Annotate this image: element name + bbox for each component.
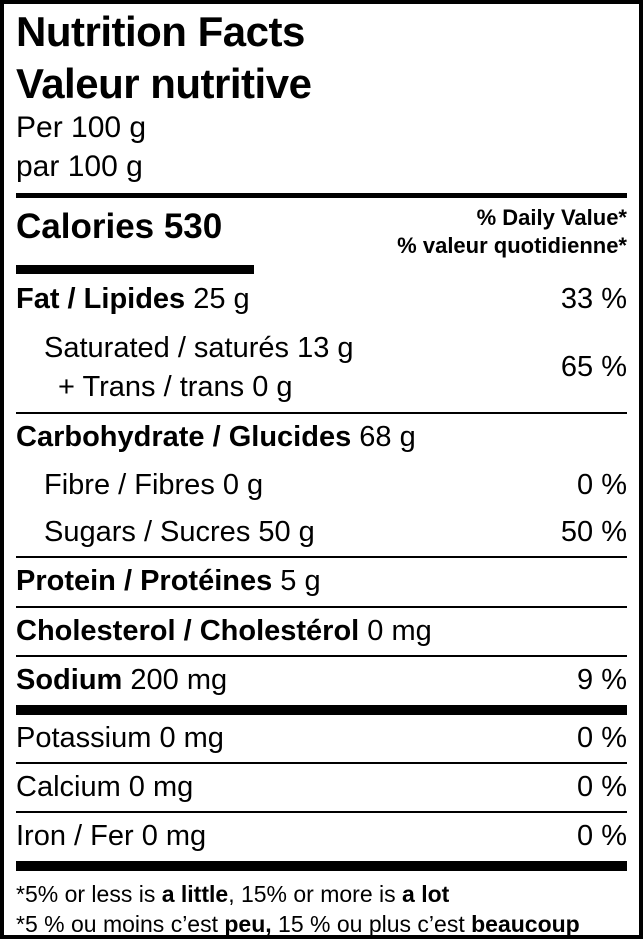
divider xyxy=(16,761,627,764)
footnote-emphasis: a little xyxy=(161,880,229,907)
nutrient-name-bold: Cholesterol / Cholestérol xyxy=(16,614,360,647)
nutrient-dv-sodium: 9 % xyxy=(577,664,627,697)
nutrient-row-fibre: Fibre / Fibres 0 g 0 % xyxy=(16,462,627,509)
nutrient-name-bold: Sodium xyxy=(16,664,123,697)
nutrient-dv-fat: 33 % xyxy=(560,283,627,316)
nutrient-name-sodium: Sodium 200 mg xyxy=(16,664,227,697)
nutrient-name-fat: Fat / Lipides 25 g xyxy=(16,283,250,316)
nutrient-row-iron: Iron / Fer 0 mg 0 % xyxy=(16,813,627,860)
nutrient-name-bold: Fat / Lipides xyxy=(16,283,186,316)
divider xyxy=(16,811,627,814)
footnote-emphasis: peu, xyxy=(224,910,272,937)
nutrient-name-carbohydrate: Carbohydrate / Glucides 68 g xyxy=(16,421,416,454)
nutrient-row-cholesterol: Cholesterol / Cholestérol 0 mg xyxy=(16,608,627,655)
calories-value: Calories 530 xyxy=(16,207,223,247)
calories-underline-bar xyxy=(16,265,254,275)
nutrient-name-iron: Iron / Fer 0 mg xyxy=(16,820,206,853)
label-title-fr: Valeur nutritive xyxy=(16,59,312,107)
nutrient-name-protein: Protein / Protéines 5 g xyxy=(16,565,321,598)
divider xyxy=(16,412,627,415)
nutrient-name-cholesterol: Cholesterol / Cholestérol 0 mg xyxy=(16,615,432,648)
nutrient-amount: 0 mg xyxy=(359,614,432,647)
nutrient-name-calcium: Calcium 0 mg xyxy=(16,771,193,804)
thick-divider xyxy=(16,860,627,871)
nutrient-amount: Calcium 0 mg xyxy=(16,770,194,803)
thick-divider xyxy=(16,704,627,715)
nutrient-row-sodium: Sodium 200 mg 9 % xyxy=(16,657,627,704)
nutrient-row-sugars: Sugars / Sucres 50 g 50 % xyxy=(16,509,627,556)
nutrient-name-sugars: Sugars / Sucres 50 g xyxy=(16,516,315,549)
nutrient-name-trans: + Trans / trans 0 g xyxy=(58,371,293,404)
nutrient-dv-saturated-trans: 65 % xyxy=(560,351,627,384)
divider xyxy=(16,655,627,658)
nutrient-dv-fibre: 0 % xyxy=(577,468,627,501)
nutrient-row-protein: Protein / Protéines 5 g xyxy=(16,558,627,605)
footnote-text: *5 % ou moins c’est xyxy=(16,910,225,937)
footnote-emphasis: a lot xyxy=(402,880,450,907)
footnote-fr: *5 % ou moins c’est peu, 15 % ou plus c’… xyxy=(16,909,627,937)
nutrient-amount: Iron / Fer 0 mg xyxy=(16,820,207,853)
nutrient-amount: Sugars / Sucres 50 g xyxy=(44,516,315,549)
nutrient-name-fibre: Fibre / Fibres 0 g xyxy=(16,469,263,502)
nutrient-amount: Fibre / Fibres 0 g xyxy=(44,468,264,501)
nutrient-amount: 68 g xyxy=(351,421,416,454)
nutrient-name-potassium: Potassium 0 mg xyxy=(16,722,224,755)
footnote-text: , 15% or more is xyxy=(228,880,403,907)
nutrient-name-bold: Protein / Protéines xyxy=(16,565,273,598)
nutrient-name-bold: Carbohydrate / Glucides xyxy=(16,421,352,454)
daily-value-header: % Daily Value* % valeur quotidienne* xyxy=(397,204,627,260)
calories-section: Calories 530 % Daily Value* % valeur quo… xyxy=(16,198,627,260)
saturated-trans-lines: Saturated / saturés 13 g + Trans / trans… xyxy=(16,329,354,408)
footnotes: *5% or less is a little, 15% or more is … xyxy=(16,879,627,937)
daily-value-header-fr: % valeur quotidienne* xyxy=(397,233,627,259)
serving-size-fr: par 100 g xyxy=(16,149,143,183)
serving-size-en: Per 100 g xyxy=(16,111,147,145)
nutrient-row-saturated-trans: Saturated / saturés 13 g + Trans / trans… xyxy=(16,324,627,413)
nutrient-dv-calcium: 0 % xyxy=(577,770,627,803)
nutrient-amount: Potassium 0 mg xyxy=(16,721,224,754)
footnote-text: 15 % ou plus c’est xyxy=(271,910,472,937)
nutrient-amount: 200 mg xyxy=(122,664,228,697)
nutrient-dv-potassium: 0 % xyxy=(577,721,627,754)
divider xyxy=(16,556,627,559)
nutrient-dv-sugars: 50 % xyxy=(560,516,627,549)
header-divider xyxy=(16,193,627,199)
footnote-text: *5% or less is xyxy=(16,880,162,907)
daily-value-header-en: % Daily Value* xyxy=(476,205,627,231)
footnote-en: *5% or less is a little, 15% or more is … xyxy=(16,879,627,909)
nutrient-row-potassium: Potassium 0 mg 0 % xyxy=(16,715,627,762)
nutrient-dv-iron: 0 % xyxy=(577,820,627,853)
label-title-en: Nutrition Facts xyxy=(16,8,305,55)
nutrient-amount: 25 g xyxy=(185,283,250,316)
divider xyxy=(16,605,627,608)
nutrient-row-carbohydrate: Carbohydrate / Glucides 68 g xyxy=(16,414,627,461)
nutrient-name-saturated: Saturated / saturés 13 g xyxy=(44,331,354,364)
nutrient-row-calcium: Calcium 0 mg 0 % xyxy=(16,764,627,811)
footnote-emphasis: beaucoup xyxy=(471,910,580,937)
nutrient-row-fat: Fat / Lipides 25 g 33 % xyxy=(16,276,627,323)
nutrient-amount: 5 g xyxy=(272,565,321,598)
